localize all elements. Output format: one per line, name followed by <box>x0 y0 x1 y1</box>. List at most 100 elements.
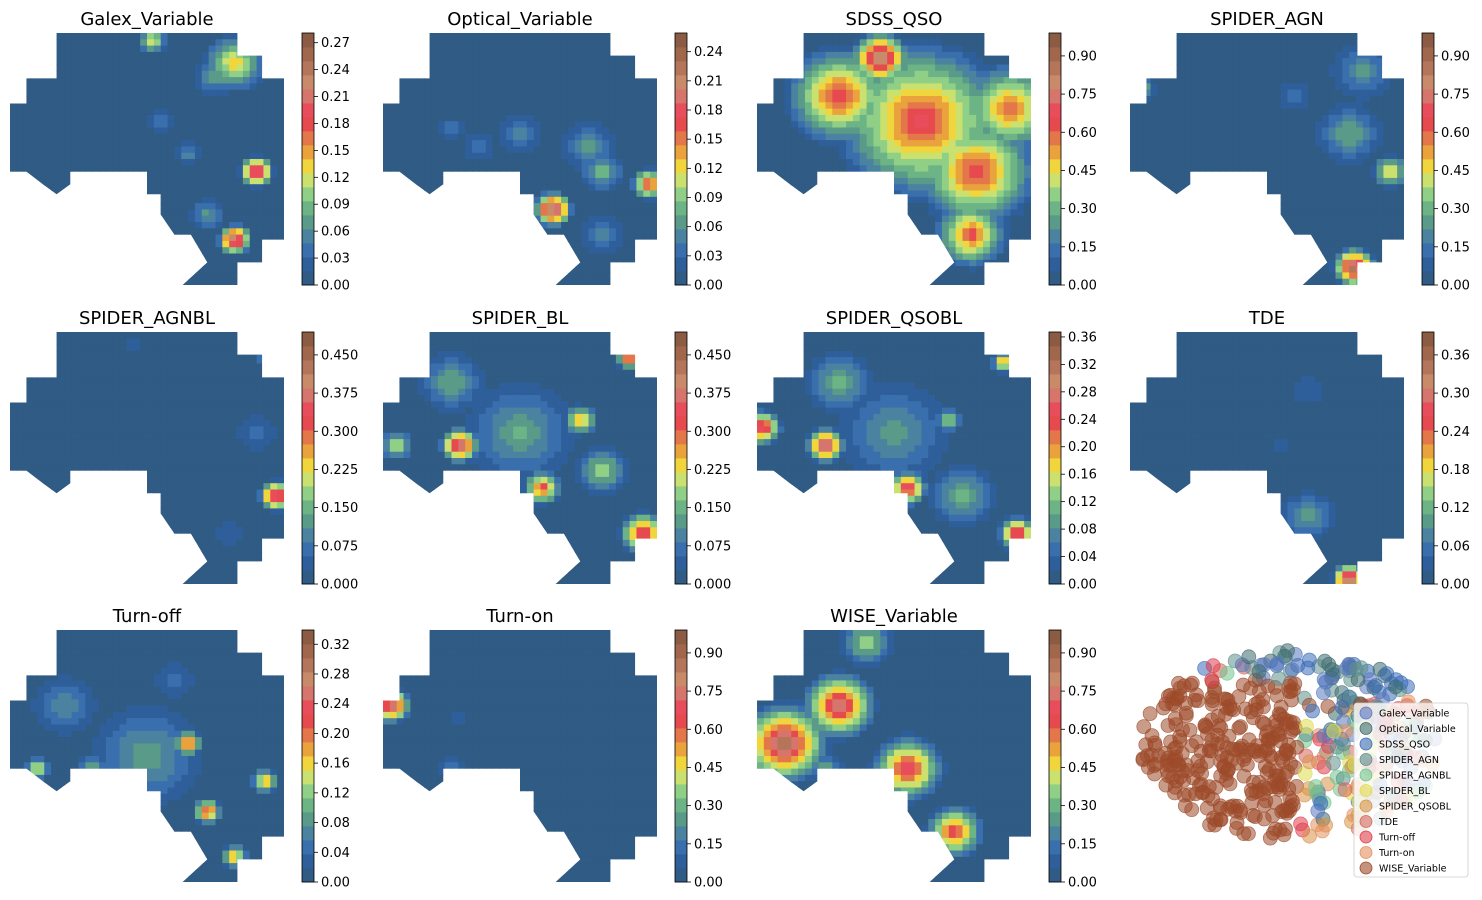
contour-cell <box>887 33 895 40</box>
contour-cell <box>846 278 854 285</box>
contour-cell <box>10 108 18 116</box>
contour-cell <box>880 51 888 59</box>
contour-cell <box>894 165 902 173</box>
contour-cell <box>99 77 107 84</box>
contour-cell <box>147 222 155 229</box>
contour-cell <box>389 70 398 78</box>
contour-cell <box>16 190 25 198</box>
contour-cell <box>567 83 576 91</box>
contour-cell <box>825 184 833 192</box>
contour-cell <box>188 77 196 84</box>
contour-cell <box>969 77 977 84</box>
contour-cell <box>907 196 916 204</box>
contour-cell <box>277 140 284 147</box>
contour-cell <box>763 209 772 217</box>
contour-cell <box>1003 133 1012 141</box>
contour-cell <box>650 196 657 204</box>
contour-cell <box>194 165 203 173</box>
contour-cell <box>249 278 258 285</box>
contour-cell <box>1017 196 1025 204</box>
contour-cell <box>595 102 603 110</box>
contour-cell <box>16 177 25 185</box>
contour-cell <box>615 108 624 116</box>
contour-cell <box>983 266 991 273</box>
contour-cell <box>23 51 32 59</box>
contour-cell <box>811 108 820 116</box>
contour-cell <box>1017 133 1025 141</box>
contour-cell <box>105 266 114 273</box>
contour-cell <box>839 222 847 229</box>
contour-cell <box>629 58 638 66</box>
contour-cell <box>147 159 155 166</box>
contour-cell <box>249 64 258 72</box>
contour-cell <box>16 240 25 248</box>
panel-title: SPIDER_AGN <box>1210 9 1324 30</box>
colorbar-frame <box>301 32 315 286</box>
contour-cell <box>403 278 411 285</box>
contour-cell <box>478 240 487 248</box>
contour-cell <box>444 77 453 84</box>
contour-cell <box>194 272 203 280</box>
contour-cell <box>581 89 590 97</box>
contour-cell <box>894 146 902 154</box>
contour-cell <box>1017 108 1025 116</box>
contour-cell <box>996 209 1005 217</box>
contour-cell <box>547 33 555 40</box>
contour-cell <box>458 259 466 267</box>
contour-cell <box>629 278 638 285</box>
contour-cell <box>277 159 284 166</box>
contour-cell <box>30 190 38 198</box>
contour-cell <box>989 152 998 160</box>
contour-cell <box>485 58 494 66</box>
contour-cell <box>270 146 278 154</box>
contour-cell <box>839 152 847 160</box>
contour-cell <box>1017 253 1025 261</box>
contour-cell <box>602 83 610 91</box>
contour-cell <box>811 33 820 40</box>
contour-cell <box>770 177 779 185</box>
contour-cell <box>506 140 514 147</box>
contour-cell <box>208 51 217 59</box>
contour-cell <box>859 259 868 267</box>
contour-cell <box>513 51 521 59</box>
contour-cell <box>263 114 271 122</box>
contour-cell <box>622 152 631 160</box>
contour-cell <box>1130 222 1138 229</box>
contour-cell <box>277 152 284 160</box>
contour-cell <box>969 140 977 147</box>
contour-cell <box>866 146 875 154</box>
contour-cell <box>126 177 134 185</box>
contour-cell <box>424 45 432 53</box>
contour-cell <box>174 209 182 217</box>
contour-cell <box>57 171 66 179</box>
contour-cell <box>181 234 189 242</box>
contour-cell <box>71 215 80 223</box>
contour-cell <box>403 184 411 192</box>
contour-cell <box>51 70 59 78</box>
contour-cell <box>181 77 189 84</box>
contour-cell <box>928 177 936 185</box>
contour-cell <box>105 215 114 223</box>
contour-cell <box>85 51 93 59</box>
contour-cell <box>1136 39 1145 47</box>
contour-cell <box>791 64 799 72</box>
contour-cell <box>825 165 833 173</box>
contour-cell <box>85 33 93 40</box>
contour-cell <box>201 159 210 166</box>
contour-cell <box>383 102 391 110</box>
contour-cell <box>424 209 432 217</box>
contour-cell <box>1003 266 1012 273</box>
contour-cell <box>242 266 251 273</box>
contour-cell <box>188 209 196 217</box>
contour-cell <box>757 259 765 267</box>
contour-cell <box>249 146 258 154</box>
contour-cell <box>595 228 603 236</box>
contour-cell <box>804 165 813 173</box>
contour-cell <box>140 190 148 198</box>
contour-cell <box>458 70 466 78</box>
contour-cell <box>424 266 432 273</box>
contour-cell <box>825 96 833 103</box>
contour-cell <box>914 64 922 72</box>
contour-cell <box>763 77 772 84</box>
contour-cell <box>188 89 196 97</box>
